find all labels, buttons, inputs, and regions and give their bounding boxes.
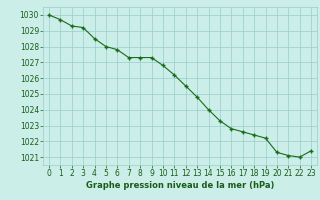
X-axis label: Graphe pression niveau de la mer (hPa): Graphe pression niveau de la mer (hPa) bbox=[86, 181, 274, 190]
